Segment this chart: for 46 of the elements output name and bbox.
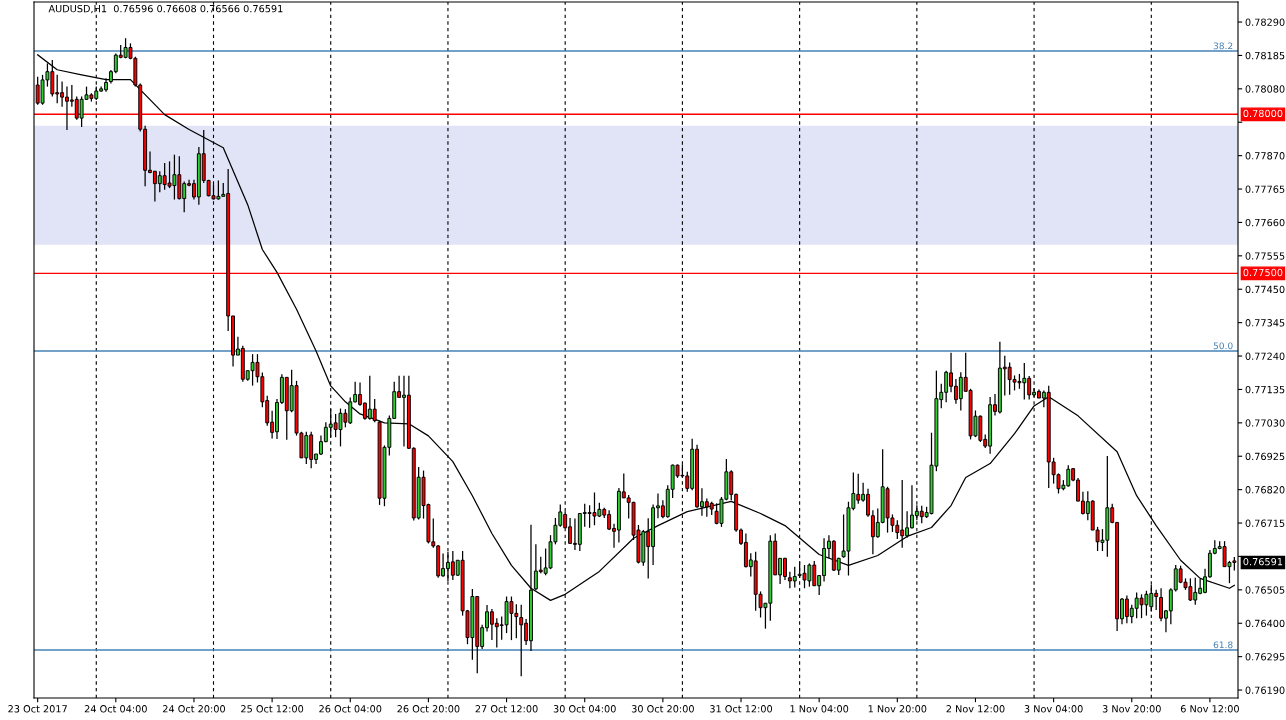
text: 0.76591: [1243, 557, 1283, 566]
annotation: 50.0: [1213, 342, 1233, 350]
x-tick-label: 24 Oct 04:00: [84, 705, 147, 713]
y-tick-label: 0.77555: [1245, 252, 1285, 260]
ref-line-label: 0.78000: [1243, 109, 1283, 118]
x-tick-label: 23 Oct 2017: [8, 705, 67, 713]
x-tick-label: 26 Oct 20:00: [397, 705, 460, 713]
y-tick-label: 0.78290: [1245, 18, 1285, 26]
y-tick-label: 0.76295: [1245, 653, 1285, 661]
y-tick-label: 0.77345: [1245, 319, 1285, 327]
annotation: 38.2: [1213, 42, 1233, 50]
y-tick-label: 0.76820: [1245, 486, 1285, 494]
y-tick-label: 0.76400: [1245, 619, 1285, 628]
y-tick-label: 0.77240: [1245, 352, 1285, 360]
x-tick-label: 2 Nov 12:00: [946, 705, 1005, 713]
y-tick-label: 0.77030: [1245, 419, 1285, 427]
x-tick-label: 3 Nov 04:00: [1024, 705, 1083, 713]
candlestick: [519, 604, 524, 677]
x-tick-label: 30 Oct 20:00: [631, 705, 694, 713]
y-tick-label: 0.76925: [1245, 452, 1285, 461]
x-tick-label: 26 Oct 04:00: [319, 705, 382, 713]
ref-line-label: 0.77500: [1243, 268, 1283, 277]
x-tick-label: 31 Oct 12:00: [710, 705, 773, 713]
annotation: 61.8: [1213, 641, 1233, 649]
x-tick-label: 27 Oct 12:00: [475, 705, 538, 713]
y-tick-label: 0.77660: [1245, 218, 1285, 227]
y-tick-label: 0.77765: [1245, 185, 1285, 193]
y-tick-label: 0.78185: [1245, 51, 1285, 60]
x-tick-label: 3 Nov 20:00: [1102, 705, 1161, 713]
y-tick-label: 0.76505: [1245, 586, 1285, 594]
x-tick-label: 1 Nov 04:00: [790, 705, 849, 713]
y-tick-label: 0.76715: [1245, 519, 1285, 527]
x-tick-label: 1 Nov 20:00: [868, 705, 927, 713]
x-tick-label: 24 Oct 20:00: [162, 705, 226, 713]
candlestick: [372, 398, 377, 423]
y-tick-label: 0.76190: [1245, 686, 1285, 694]
x-tick-label: 6 Nov 12:00: [1180, 705, 1239, 713]
y-tick-label: 0.77450: [1245, 285, 1285, 294]
candlestick: [1159, 587, 1164, 622]
y-tick-label: 0.77870: [1245, 152, 1285, 160]
x-tick-label: 30 Oct 04:00: [553, 705, 616, 713]
x-tick-label: 25 Oct 12:00: [241, 705, 304, 713]
chart-title: AUDUSD,H1 0.76596 0.76608 0.76566 0.76591: [48, 4, 283, 14]
y-tick-label: 0.77135: [1245, 385, 1285, 394]
candlestick: [792, 566, 797, 589]
y-tick-label: 0.78080: [1245, 85, 1285, 93]
